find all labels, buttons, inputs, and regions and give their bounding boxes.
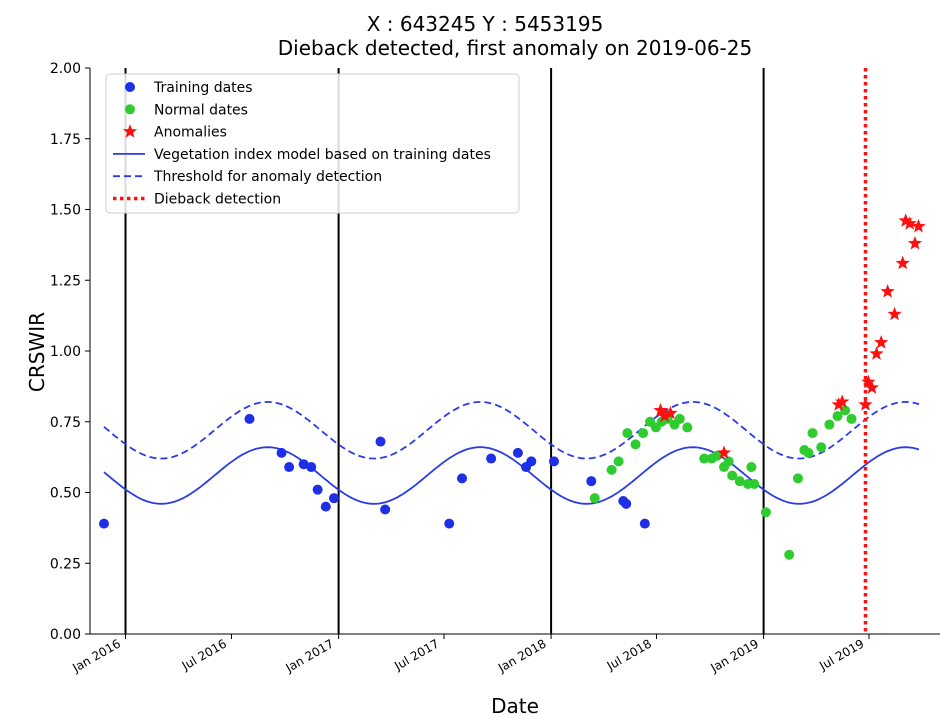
x-tick-label: Jan 2018 xyxy=(495,636,549,675)
y-tick-label: 1.50 xyxy=(50,203,81,219)
y-tick-label: 1.00 xyxy=(50,344,81,360)
anomaly-point xyxy=(653,402,668,417)
training-point xyxy=(639,518,650,529)
y-tick-label: 1.75 xyxy=(50,132,81,148)
normal-point xyxy=(712,450,723,461)
normal-point xyxy=(699,453,710,464)
normal-point xyxy=(749,479,760,490)
normal-point xyxy=(832,411,843,422)
legend-label: Vegetation index model based on training… xyxy=(154,147,491,163)
anomaly-point xyxy=(657,408,672,423)
legend-label: Normal dates xyxy=(154,102,248,118)
normal-point xyxy=(816,442,827,453)
training-point xyxy=(244,413,255,424)
training-point xyxy=(306,462,317,473)
legend-label: Threshold for anomaly detection xyxy=(153,169,382,185)
training-point xyxy=(320,501,331,512)
training-point xyxy=(98,518,109,529)
anomaly-point xyxy=(831,397,846,411)
anomaly-point xyxy=(874,335,889,349)
chart-title-line2: Dieback detected, first anomaly on 2019-… xyxy=(278,36,752,60)
training-point xyxy=(457,473,468,484)
anomaly-point xyxy=(902,216,917,230)
x-tick-label: Jul 2016 xyxy=(179,636,229,673)
normal-point xyxy=(589,493,600,504)
legend-box xyxy=(105,73,520,214)
normal-point xyxy=(746,462,757,473)
anomaly-point xyxy=(907,236,923,250)
normal-point xyxy=(606,464,617,475)
normal-point xyxy=(784,549,795,560)
y-tick-label: 1.25 xyxy=(50,273,81,289)
y-axis-label: CRSWIR xyxy=(25,312,49,392)
normal-point xyxy=(613,456,624,467)
legend-label: Anomalies xyxy=(154,125,227,141)
normal-point xyxy=(734,476,745,487)
x-axis-label: Date xyxy=(491,694,539,718)
anomaly-point xyxy=(869,346,884,360)
x-tick-label: Jul 2018 xyxy=(604,636,654,673)
legend-label: Dieback detection xyxy=(154,192,281,208)
anomaly-point xyxy=(716,445,732,459)
anomaly-point xyxy=(911,219,926,233)
training-point xyxy=(328,493,339,504)
legend-marker xyxy=(122,124,138,138)
legend-marker xyxy=(125,104,135,115)
anomaly-point xyxy=(887,306,902,321)
normal-point xyxy=(807,428,818,439)
training-point xyxy=(586,476,597,487)
normal-point xyxy=(682,422,693,433)
normal-point xyxy=(674,413,685,424)
threshold-line xyxy=(103,400,920,460)
y-tick-label: 0.50 xyxy=(50,486,81,502)
training-point xyxy=(526,456,537,467)
model-line xyxy=(103,446,920,505)
training-point xyxy=(312,484,323,495)
normal-point xyxy=(727,470,738,481)
y-tick-label: 0.00 xyxy=(50,627,81,643)
normal-point xyxy=(803,447,814,458)
training-point xyxy=(444,518,455,529)
legend: Training dates Normal dates Anomalies Veget… xyxy=(105,73,520,214)
normal-point xyxy=(846,413,857,424)
normal-point xyxy=(638,428,649,439)
training-point xyxy=(298,459,309,470)
normal-point xyxy=(840,405,851,416)
training-point xyxy=(549,456,560,467)
training-point xyxy=(621,498,632,509)
normal-point xyxy=(723,456,734,467)
training-point xyxy=(486,453,497,464)
anomaly-point xyxy=(895,255,910,270)
anomaly-point xyxy=(861,374,876,389)
normal-point xyxy=(622,428,633,439)
training-point xyxy=(284,462,295,473)
x-tick-label: Jul 2019 xyxy=(816,636,866,673)
anomaly-point xyxy=(858,397,873,411)
chart-title-line1: X : 643245 Y : 5453195 xyxy=(367,12,604,36)
anomaly-point xyxy=(663,405,678,420)
anomaly-point xyxy=(880,284,895,298)
anomaly-point xyxy=(835,394,850,408)
x-tick-label: Jan 2017 xyxy=(282,636,336,675)
training-point xyxy=(375,436,386,447)
anomaly-point xyxy=(864,380,879,394)
x-tick-label: Jan 2019 xyxy=(707,636,761,675)
x-tick-label: Jul 2017 xyxy=(391,636,441,673)
training-point xyxy=(276,447,287,458)
normal-point xyxy=(792,473,803,484)
y-tick-label: 0.25 xyxy=(50,556,81,572)
y-tick-label: 2.00 xyxy=(50,61,81,77)
legend-marker xyxy=(125,82,135,92)
training-point xyxy=(380,504,391,515)
normal-point xyxy=(824,419,835,430)
legend-label: Training dates xyxy=(153,80,253,96)
y-tick-label: 0.75 xyxy=(50,415,81,431)
anomaly-point xyxy=(898,213,913,227)
normal-point xyxy=(760,507,771,518)
training-point xyxy=(512,447,523,458)
normal-point xyxy=(630,439,641,450)
